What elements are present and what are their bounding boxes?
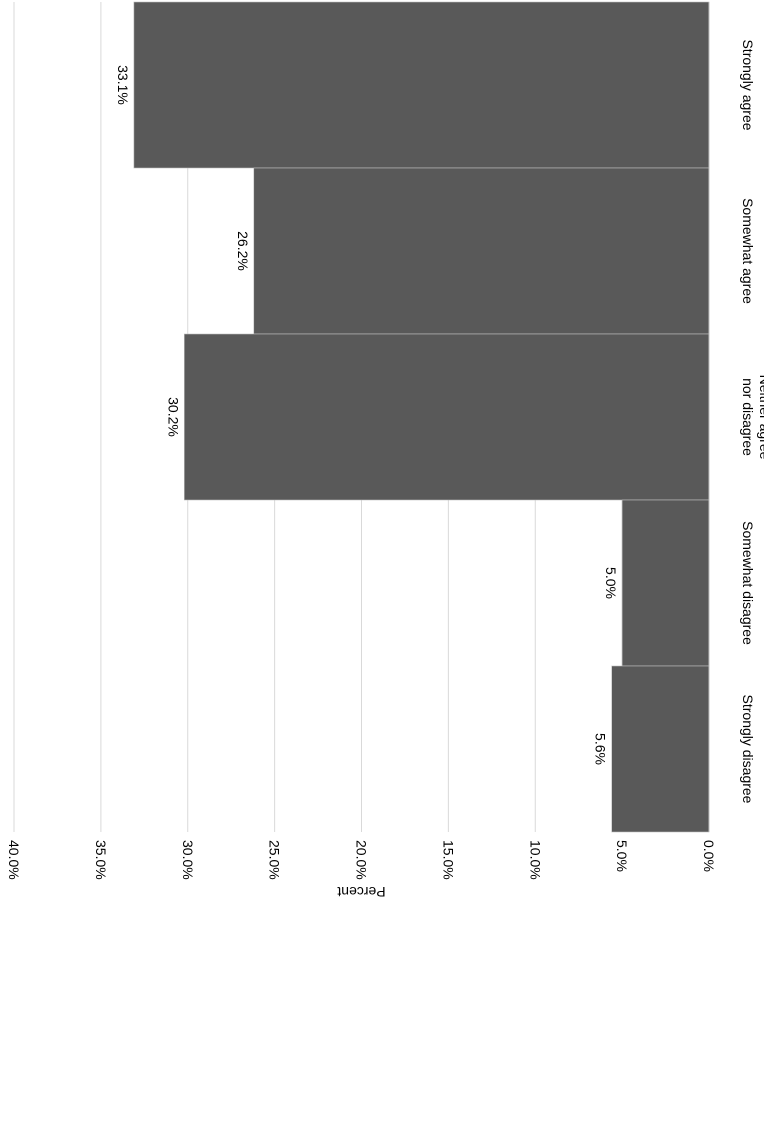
- tick-label: 25.0%: [267, 840, 283, 880]
- category-label-line: Neither agree: [757, 375, 764, 460]
- data-label: 30.2%: [165, 397, 181, 437]
- bar: [134, 2, 709, 168]
- data-label: 5.0%: [603, 567, 619, 599]
- bar: [622, 500, 709, 666]
- tick-label: 0.0%: [701, 840, 717, 872]
- tick-label: 20.0%: [354, 840, 370, 880]
- category-label: Somewhat agree: [740, 198, 756, 304]
- category-label-line: Somewhat agree: [740, 198, 756, 304]
- tick-label: 5.0%: [614, 840, 630, 872]
- data-label: 5.6%: [593, 733, 609, 765]
- data-label: 33.1%: [115, 65, 131, 105]
- category-label-line: Strongly disagree: [740, 695, 756, 804]
- category-label-line: nor disagree: [740, 378, 756, 456]
- category-label-line: Somewhat disagree: [740, 521, 756, 645]
- category-label: Somewhat disagree: [740, 521, 756, 645]
- tick-label: 10.0%: [527, 840, 543, 880]
- category-label: Strongly agree: [740, 39, 756, 130]
- category-label-line: Strongly agree: [740, 39, 756, 130]
- bar: [184, 334, 709, 500]
- chart-rotation-group: 0.0% 5.0% 10.0% 15.0% 20.0% 25.0% 30.0% 35.0% 40…: [6, 2, 764, 900]
- category-label: Neither agreenor disagree: [740, 375, 764, 460]
- tick-label: 15.0%: [440, 840, 456, 880]
- bar: [612, 666, 709, 832]
- axis-title: Percent: [337, 884, 385, 900]
- category-label: Strongly disagree: [740, 695, 756, 804]
- data-label: 26.2%: [235, 231, 251, 271]
- tick-label: 40.0%: [6, 840, 22, 880]
- bar: [254, 168, 709, 334]
- tick-label: 35.0%: [93, 840, 109, 880]
- tick-label: 30.0%: [180, 840, 196, 880]
